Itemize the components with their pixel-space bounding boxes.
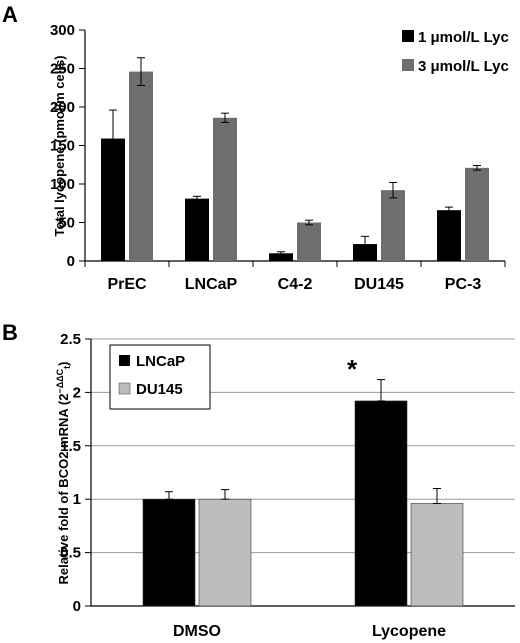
y-tick-label: 2	[73, 384, 81, 401]
legend-swatch-3umol	[402, 59, 414, 71]
bar-pc-3-series-1	[437, 210, 461, 261]
legend-swatch-du145	[118, 382, 131, 395]
bar-du145-series-1	[353, 244, 377, 261]
y-tick-label: 0	[73, 598, 81, 615]
y-tick-label: 200	[50, 99, 75, 116]
bar-dmso-lncap	[142, 498, 196, 607]
y-tick-label: 1	[73, 491, 81, 508]
x-category-label: PC-3	[445, 276, 482, 293]
bar-c4-2-series-1	[269, 253, 293, 261]
bar-pc-3-series-2	[465, 167, 489, 261]
x-category-label: C4-2	[278, 276, 313, 293]
panel-a-legend: 1 μmol/L Lyc 3 μmol/L Lyc	[402, 29, 509, 75]
bar-c4-2-series-2	[297, 222, 321, 261]
x-category-label: DMSO	[173, 623, 221, 640]
panel-a-y-axis-label: Total lycopene (pmol/m cells)	[52, 55, 67, 236]
panel-b-legend: LNCaP DU145	[109, 344, 211, 410]
legend-label-1umol: 1 μmol/L Lyc	[418, 29, 509, 46]
bar-lycopene-lncap	[354, 400, 408, 607]
bar-lncap-series-1	[185, 198, 209, 261]
legend-label-lncap: LNCaP	[136, 353, 185, 370]
y-tick-label: 100	[50, 176, 75, 193]
bar-prec-series-2	[129, 71, 153, 261]
y-tick-label: 150	[50, 138, 75, 155]
y-tick-label: 300	[50, 22, 75, 39]
y-tick-label: 0	[67, 253, 75, 270]
bar-du145-series-2	[381, 190, 405, 261]
panel-b-letter: B	[2, 320, 18, 345]
y-tick-label: 50	[58, 215, 75, 232]
bar-lncap-series-2	[213, 117, 237, 261]
y-tick-label: 2.5	[60, 331, 81, 348]
legend-label-3umol: 3 μmol/L Lyc	[418, 58, 509, 75]
panel-a-chart: A Total lycopene (pmol/m cells) 0 50 100 15…	[2, 2, 509, 293]
x-category-label: LNCaP	[185, 276, 238, 293]
x-category-label: DU145	[354, 276, 404, 293]
legend-swatch-lncap	[119, 355, 130, 366]
significance-asterisk: *	[347, 354, 358, 384]
panel-b-y-axis-label: Relative fold of BCO2 mRNA (2−ΔΔCt)	[55, 362, 72, 585]
y-tick-label: 0.5	[60, 545, 81, 562]
legend-swatch-1umol	[402, 30, 414, 42]
panel-a-letter: A	[2, 2, 18, 27]
bar-dmso-du145	[198, 498, 252, 607]
y-tick-label: 1.5	[60, 438, 81, 455]
legend-label-du145: DU145	[136, 381, 183, 398]
x-category-label: PrEC	[107, 276, 147, 293]
bar-lycopene-du145	[410, 503, 464, 607]
panel-b-chart: B Relative fold of BCO2 mRNA (2−ΔΔCt) 0 0…	[2, 320, 515, 640]
x-category-label: Lycopene	[372, 623, 446, 640]
y-tick-label: 250	[50, 61, 75, 78]
